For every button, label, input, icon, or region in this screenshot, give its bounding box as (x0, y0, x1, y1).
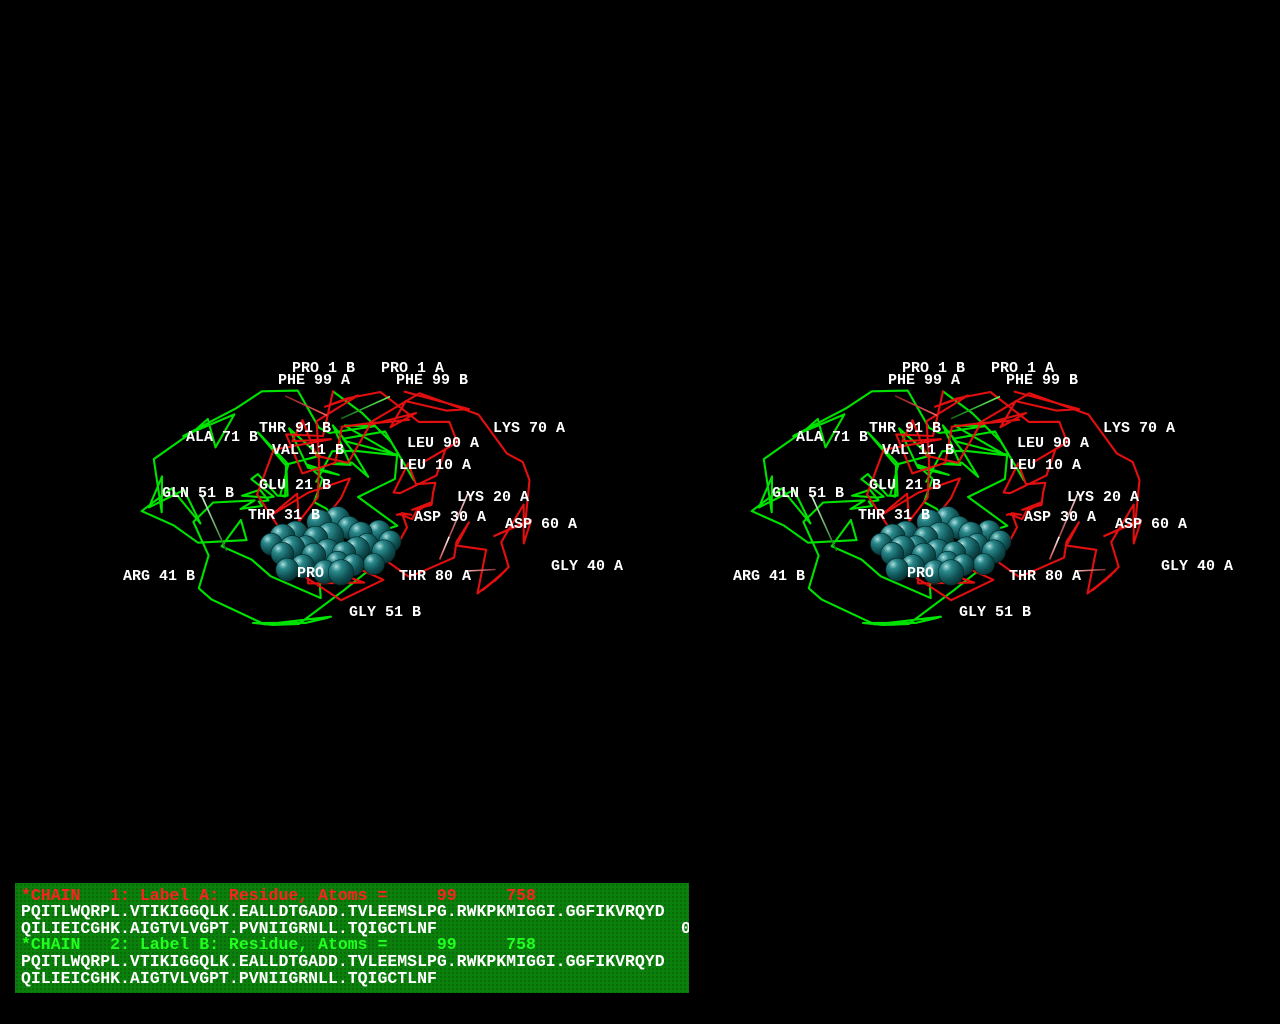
svg-text:PHE 99 B: PHE 99 B (1006, 372, 1078, 389)
svg-text:GLY 51 B: GLY 51 B (349, 604, 421, 621)
svg-text:ALA 71 B: ALA 71 B (186, 429, 258, 446)
svg-text:THR 80 A: THR 80 A (1009, 568, 1081, 585)
svg-text:GLY 40 A: GLY 40 A (551, 558, 623, 575)
svg-text:GLY 51 B: GLY 51 B (959, 604, 1031, 621)
svg-text:PRO: PRO (907, 565, 934, 582)
svg-text:THR 31 B: THR 31 B (248, 507, 320, 524)
svg-text:LEU 10 A: LEU 10 A (399, 457, 471, 474)
svg-text:GLU 21 B: GLU 21 B (259, 477, 331, 494)
svg-text:PHE 99 B: PHE 99 B (396, 372, 468, 389)
svg-text:THR 31 B: THR 31 B (858, 507, 930, 524)
svg-text:LYS 70 A: LYS 70 A (493, 420, 565, 437)
svg-text:LYS 20 A: LYS 20 A (1067, 489, 1139, 506)
svg-text:PRO: PRO (297, 565, 324, 582)
svg-text:PHE 99 A: PHE 99 A (888, 372, 960, 389)
svg-text:VAL 11 B: VAL 11 B (272, 442, 344, 459)
svg-text:GLU 21 B: GLU 21 B (869, 477, 941, 494)
svg-text:LEU 90 A: LEU 90 A (407, 435, 479, 452)
svg-text:THR 91 B: THR 91 B (869, 420, 941, 437)
svg-text:ASP 30 A: ASP 30 A (414, 509, 486, 526)
svg-text:GLN 51 B: GLN 51 B (772, 485, 844, 502)
svg-text:LYS 20 A: LYS 20 A (457, 489, 529, 506)
svg-text:PHE 99 A: PHE 99 A (278, 372, 350, 389)
svg-text:GLN 51 B: GLN 51 B (162, 485, 234, 502)
svg-text:LEU 10 A: LEU 10 A (1009, 457, 1081, 474)
svg-text:VAL 11 B: VAL 11 B (882, 442, 954, 459)
svg-text:ARG 41 B: ARG 41 B (123, 568, 195, 585)
svg-text:THR 91 B: THR 91 B (259, 420, 331, 437)
svg-text:THR 80 A: THR 80 A (399, 568, 471, 585)
svg-text:ARG 41 B: ARG 41 B (733, 568, 805, 585)
svg-text:ASP 30 A: ASP 30 A (1024, 509, 1096, 526)
svg-text:ASP 60 A: ASP 60 A (1115, 516, 1187, 533)
svg-text:GLY 40 A: GLY 40 A (1161, 558, 1233, 575)
svg-text:ASP 60 A: ASP 60 A (505, 516, 577, 533)
svg-text:ALA 71 B: ALA 71 B (796, 429, 868, 446)
svg-text:LEU 90 A: LEU 90 A (1017, 435, 1089, 452)
svg-text:LYS 70 A: LYS 70 A (1103, 420, 1175, 437)
